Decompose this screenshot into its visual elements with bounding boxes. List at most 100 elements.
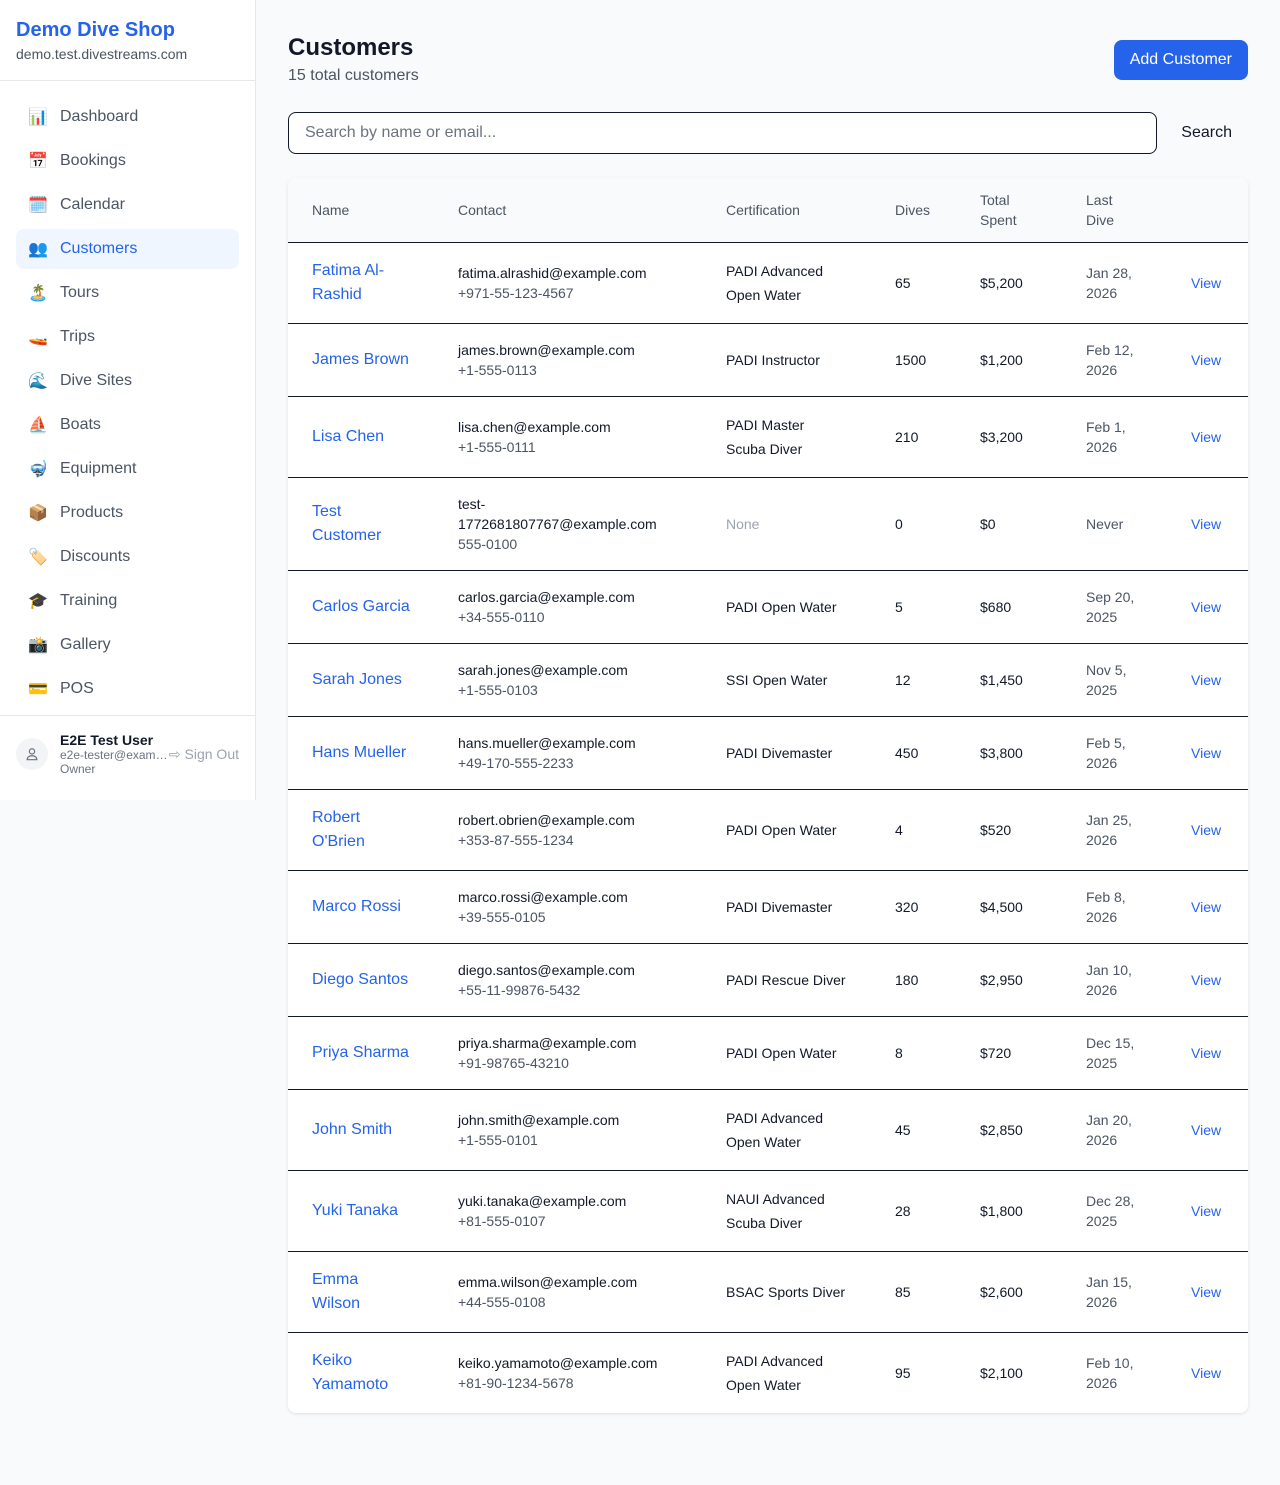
customer-total-spent: $520 bbox=[956, 789, 1062, 871]
customer-dives: 45 bbox=[871, 1089, 956, 1171]
customer-total-spent: $720 bbox=[956, 1016, 1062, 1090]
customer-dives: 5 bbox=[871, 570, 956, 644]
customer-dives: 180 bbox=[871, 943, 956, 1017]
table-row: Test Customer test-1772681807767@example… bbox=[288, 477, 1248, 571]
shop-name[interactable]: Demo Dive Shop bbox=[16, 19, 175, 41]
sidebar-item-tours[interactable]: 🏝️ Tours bbox=[16, 273, 239, 313]
customer-email: sarah.jones@example.com bbox=[458, 661, 628, 678]
sidebar-item-products[interactable]: 📦 Products bbox=[16, 493, 239, 533]
customer-last-dive: Dec 28, 2025 bbox=[1062, 1170, 1167, 1252]
customer-dives: 95 bbox=[895, 1364, 911, 1381]
customer-phone: +39-555-0105 bbox=[458, 908, 546, 925]
sidebar-item-boats[interactable]: ⛵ Boats bbox=[16, 405, 239, 445]
sidebar-item-equipment[interactable]: 🤿 Equipment bbox=[16, 449, 239, 489]
customer-total-spent: $2,950 bbox=[956, 943, 1062, 1017]
customer-email: diego.santos@example.com bbox=[458, 961, 635, 978]
customer-name-link[interactable]: Yuki Tanaka bbox=[312, 1201, 398, 1219]
customer-total-spent: $2,600 bbox=[956, 1251, 1062, 1333]
brand: Demo Dive Shop demo.test.divestreams.com bbox=[0, 0, 255, 81]
sidebar-item-training[interactable]: 🎓 Training bbox=[16, 581, 239, 621]
sidebar-item-gallery[interactable]: 📸 Gallery bbox=[16, 625, 239, 665]
view-customer-link[interactable]: View bbox=[1191, 428, 1222, 445]
customer-name-link[interactable]: Hans Mueller bbox=[312, 743, 407, 761]
customer-last-dive: Feb 1, 2026 bbox=[1062, 396, 1167, 478]
customer-name-link[interactable]: Marco Rossi bbox=[312, 897, 401, 915]
calendar-date-icon: 📅 bbox=[28, 153, 48, 170]
column-header-name: Name bbox=[288, 178, 434, 243]
table-header-row: Name Contact Certification Dives Total Spent… bbox=[288, 178, 1248, 243]
customer-certification: SSI Open Water bbox=[726, 671, 828, 688]
customer-dives: 210 bbox=[871, 396, 956, 478]
customer-certification: PADI Open Water bbox=[726, 598, 837, 615]
customer-last-dive: Sep 20, 2025 bbox=[1062, 570, 1167, 644]
customer-dives: 65 bbox=[871, 242, 956, 324]
sidebar-item-discounts[interactable]: 🏷️ Discounts bbox=[16, 537, 239, 577]
customer-name-link[interactable]: John Smith bbox=[312, 1120, 393, 1138]
customer-email: marco.rossi@example.com bbox=[458, 888, 628, 905]
view-customer-link[interactable]: View bbox=[1191, 598, 1222, 615]
customer-name-link[interactable]: Test Customer bbox=[312, 502, 382, 544]
customer-name-link[interactable]: Emma Wilson bbox=[312, 1270, 361, 1312]
user-avatar-icon bbox=[16, 738, 48, 770]
customer-name-link[interactable]: Diego Santos bbox=[312, 970, 409, 988]
view-customer-link[interactable]: View bbox=[1191, 1283, 1222, 1300]
view-customer-link[interactable]: View bbox=[1191, 274, 1222, 291]
sidebar-item-trips[interactable]: 🚤 Trips bbox=[16, 317, 239, 357]
search-input[interactable] bbox=[288, 112, 1158, 154]
speedboat-icon: 🚤 bbox=[28, 329, 48, 346]
customer-phone: +81-555-0107 bbox=[458, 1212, 546, 1229]
customer-total-spent: $2,100 bbox=[980, 1364, 1023, 1381]
view-customer-link[interactable]: View bbox=[1191, 351, 1222, 368]
sidebar-item-label: POS bbox=[60, 680, 94, 697]
sidebar-item-label: Dashboard bbox=[60, 108, 139, 125]
credit-card-icon: 💳 bbox=[28, 681, 48, 698]
sidebar-item-pos[interactable]: 💳 POS bbox=[16, 669, 239, 709]
view-customer-link[interactable]: View bbox=[1191, 1121, 1222, 1138]
customer-name-link[interactable]: Priya Sharma bbox=[312, 1043, 409, 1061]
table-row: Emma Wilson emma.wilson@example.com +44-5… bbox=[288, 1251, 1248, 1333]
sidebar-item-label: Dive Sites bbox=[60, 372, 133, 389]
customer-name-link[interactable]: Robert O'Brien bbox=[312, 808, 365, 850]
customer-name-link[interactable]: Lisa Chen bbox=[312, 427, 385, 445]
customer-phone: +1-555-0103 bbox=[458, 681, 538, 698]
users-icon: 👥 bbox=[28, 241, 48, 258]
view-customer-link[interactable]: View bbox=[1191, 898, 1222, 915]
view-customer-link[interactable]: View bbox=[1191, 1202, 1222, 1219]
customer-name-link[interactable]: Carlos Garcia bbox=[312, 597, 410, 615]
view-customer-link[interactable]: View bbox=[1191, 515, 1222, 532]
customer-certification: PADI Rescue Diver bbox=[726, 971, 846, 988]
customer-count: 15 total customers bbox=[288, 67, 419, 84]
customer-total-spent: $1,200 bbox=[956, 323, 1062, 397]
customer-last-dive: Jan 15, 2026 bbox=[1062, 1251, 1167, 1333]
view-customer-link[interactable]: View bbox=[1191, 971, 1222, 988]
customer-total-spent: $3,800 bbox=[956, 716, 1062, 790]
customer-phone: +44-555-0108 bbox=[458, 1293, 546, 1310]
customer-last-dive: Feb 12, 2026 bbox=[1062, 323, 1167, 397]
customer-total-spent: $2,850 bbox=[956, 1089, 1062, 1171]
sidebar-item-label: Products bbox=[60, 504, 124, 521]
sailboat-icon: ⛵ bbox=[28, 417, 48, 434]
view-customer-link[interactable]: View bbox=[1191, 744, 1222, 761]
customer-name-link[interactable]: Fatima Al-Rashid bbox=[312, 261, 385, 303]
search-button[interactable]: Search bbox=[1157, 124, 1248, 142]
customer-name-link[interactable]: James Brown bbox=[312, 350, 409, 368]
package-icon: 📦 bbox=[28, 505, 48, 522]
view-customer-link[interactable]: View bbox=[1191, 1364, 1222, 1381]
sidebar-nav: 📊 Dashboard 📅 Bookings 🗓️ Calendar 👥 Customers 🏝… bbox=[0, 81, 255, 729]
view-customer-link[interactable]: View bbox=[1191, 671, 1222, 688]
sidebar-item-label: Training bbox=[60, 592, 118, 609]
sign-out-button[interactable]: ⇨ Sign Out bbox=[169, 746, 239, 763]
view-customer-link[interactable]: View bbox=[1191, 821, 1222, 838]
view-customer-link[interactable]: View bbox=[1191, 1044, 1222, 1061]
customer-name-link[interactable]: Keiko Yamamoto bbox=[312, 1351, 389, 1393]
sidebar-item-label: Calendar bbox=[60, 196, 125, 213]
customer-last-dive: Jan 10, 2026 bbox=[1062, 943, 1167, 1017]
customer-name-link[interactable]: Sarah Jones bbox=[312, 670, 402, 688]
sidebar-item-calendar[interactable]: 🗓️ Calendar bbox=[16, 185, 239, 225]
sidebar-item-label: Customers bbox=[60, 240, 138, 257]
add-customer-button[interactable]: Add Customer bbox=[1113, 40, 1248, 80]
sidebar-item-dive-sites[interactable]: 🌊 Dive Sites bbox=[16, 361, 239, 401]
sidebar-item-bookings[interactable]: 📅 Bookings bbox=[16, 141, 239, 181]
sidebar-item-dashboard[interactable]: 📊 Dashboard bbox=[16, 97, 239, 137]
sidebar-item-customers[interactable]: 👥 Customers bbox=[16, 229, 239, 269]
